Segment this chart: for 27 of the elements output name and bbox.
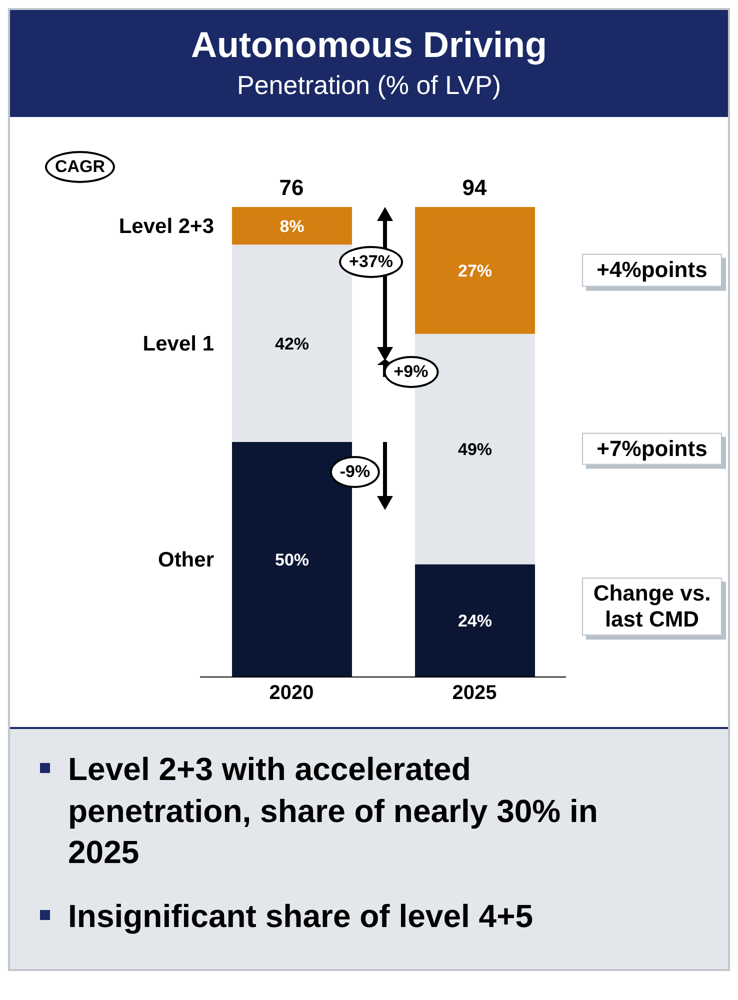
text: Level 2+3 with accelerated penetration, share of nearly 30% in 2025	[68, 750, 599, 872]
annotation: +37%	[339, 246, 403, 278]
data-label: 49%	[458, 440, 492, 460]
text: +7%points	[582, 432, 722, 466]
text: CAGR	[44, 151, 116, 183]
chart-subtitle: Penetration (% of LVP)	[236, 70, 502, 101]
data-label: 24%	[458, 612, 492, 631]
data-label: 50%	[274, 550, 310, 570]
text: Insignificant share of level 4+5	[68, 896, 534, 936]
annotation: 94	[462, 175, 488, 200]
series-label: Other	[158, 548, 214, 572]
x-tick-label: 2020	[269, 682, 314, 704]
data-label: 27%	[458, 261, 492, 280]
annotation: +9%	[384, 356, 438, 388]
annotation: 76	[279, 175, 304, 200]
chart-title: Autonomous Driving	[190, 24, 548, 66]
data-label: 42%	[274, 334, 310, 354]
annotation: -9%	[330, 456, 380, 488]
x-tick-label: 2025	[452, 682, 497, 704]
bar	[415, 564, 535, 677]
bar	[415, 207, 535, 334]
series-label: Level 2+3	[118, 214, 214, 238]
bar	[232, 207, 352, 245]
text: +4%points	[582, 254, 722, 287]
data-label: 8%	[280, 216, 304, 236]
series-label: Level 1	[142, 332, 214, 356]
text: Change vs. last CMD	[582, 577, 722, 636]
